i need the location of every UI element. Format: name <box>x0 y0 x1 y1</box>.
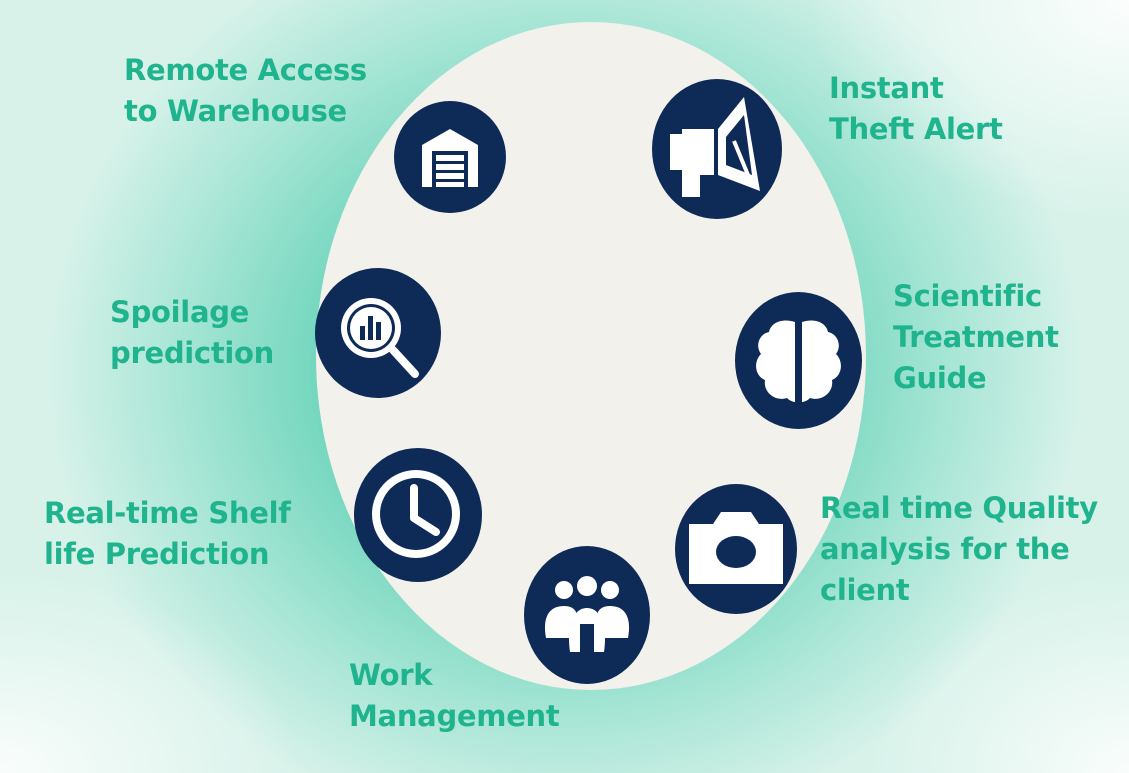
theft-alert-label: Instant Theft Alert <box>829 71 1003 146</box>
remote-access-label: Remote Access to Warehouse <box>124 53 367 128</box>
team-icon <box>544 576 630 652</box>
brain-icon <box>756 320 841 402</box>
shelf-life-label: Real-time Shelf life Prediction <box>44 496 291 571</box>
spoilage-label: Spoilage prediction <box>110 295 274 370</box>
warehouse-icon <box>422 129 478 187</box>
clock-icon <box>372 470 460 558</box>
camera-icon <box>689 512 783 584</box>
analytics-search-icon <box>341 298 419 378</box>
shelf-life-badge <box>354 448 482 582</box>
treatment-label: Scientific Treatment Guide <box>893 279 1059 395</box>
quality-badge <box>675 484 797 614</box>
megaphone-icon <box>670 97 760 197</box>
theft-alert-badge <box>652 79 782 219</box>
spoilage-badge <box>315 268 441 398</box>
work-badge <box>524 546 650 684</box>
treatment-badge <box>735 292 862 429</box>
quality-label: Real time Quality analysis for the clien… <box>820 491 1098 607</box>
work-label: Work Management <box>349 658 560 733</box>
warehouse-badge <box>394 101 506 213</box>
